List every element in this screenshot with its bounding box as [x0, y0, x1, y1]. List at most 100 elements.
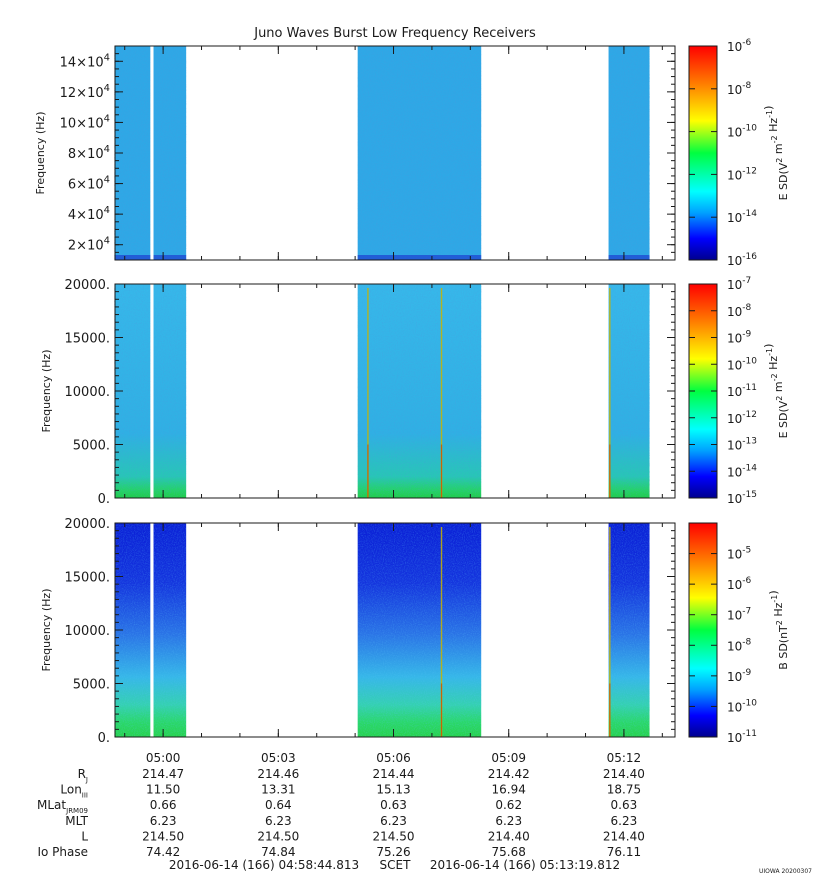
colorbar-frame: [688, 45, 718, 261]
y-tick-label: 0.: [98, 492, 110, 507]
ephemeris-value: 214.47: [142, 767, 184, 781]
spectrogram-panel-1: 2×104 4×104 6×104 8×104 10×104 12×104 14×104 Fr…: [34, 38, 790, 268]
colorbar-tick-label: 10-14: [727, 463, 757, 479]
ephemeris-value: 6.23: [150, 814, 177, 828]
ephemeris-label: Io Phase: [37, 845, 88, 859]
ephemeris-value: 214.50: [373, 829, 415, 843]
spectrogram-panel-3: 0. 5000. 10000. 15000. 20000. Frequency (Hz) 1…: [40, 517, 790, 746]
data-noise: [357, 523, 482, 737]
low-edge-band: [153, 255, 187, 260]
colorbar-tick-label: 10-11: [727, 383, 757, 399]
colorbar-tick-label: 10-10: [727, 356, 757, 372]
ephemeris-value: 75.68: [492, 845, 526, 859]
ephemeris-value: 214.40: [603, 829, 645, 843]
footer-scet-label: SCET: [380, 858, 412, 872]
x-tick-label: 05:09: [491, 751, 526, 765]
data-noise: [608, 523, 650, 737]
colorbar-tick-label: 10-10: [727, 698, 757, 714]
ephemeris-value: 13.31: [261, 783, 295, 797]
ephemeris-value: 11.50: [146, 783, 180, 797]
ephemeris-value: 74.84: [261, 845, 295, 859]
ephemeris-value: 0.66: [150, 798, 177, 812]
ephemeris-value: 6.23: [265, 814, 292, 828]
x-tick-label: 05:00: [146, 751, 181, 765]
y-tick-label: 6×104: [68, 175, 110, 193]
ephemeris-value: 75.26: [376, 845, 410, 859]
x-tick-label: 05:06: [376, 751, 411, 765]
ephemeris-value: 16.94: [492, 783, 526, 797]
colorbar: [689, 46, 717, 260]
y-tick-label: 10000.: [65, 385, 111, 400]
colorbar-tick-label: 10-5: [727, 546, 751, 562]
ephemeris-value: 214.50: [257, 829, 299, 843]
y-tick-label: 2×104: [68, 236, 110, 254]
data-noise: [608, 284, 650, 498]
y-tick-label: 4×104: [68, 205, 110, 223]
colorbar-tick-label: 10-10: [727, 124, 757, 140]
ephemeris-label: MLT: [65, 814, 88, 828]
colorbar-tick-label: 10-9: [727, 330, 752, 346]
footer-end-time: 2016-06-14 (166) 05:13:19.812: [430, 858, 620, 872]
data-noise: [153, 284, 187, 498]
colorbar-tick-label: 10-13: [727, 437, 757, 453]
low-edge-band: [114, 255, 151, 260]
colorbar-tick-label: 10-9: [727, 668, 752, 684]
colorbar-tick-label: 10-6: [727, 576, 752, 592]
y-tick-label: 8×104: [68, 144, 110, 162]
ephemeris-value: 6.23: [380, 814, 407, 828]
colorbar-tick-label: 10-12: [727, 166, 757, 182]
colorbar-label: B SD(nT2 Hz-1): [767, 590, 790, 669]
colorbar-tick-label: 10-14: [727, 209, 757, 225]
colorbar: [689, 523, 717, 737]
y-tick-label: 12×104: [60, 83, 110, 101]
footer-credit: UIOWA 20200307: [759, 868, 812, 875]
colorbar-tick-label: 10-12: [727, 410, 757, 426]
y-tick-label: 15000.: [65, 332, 111, 347]
spectrogram-panel-2: 0. 5000. 10000. 15000. 20000. Frequency (Hz) 1…: [40, 276, 790, 507]
y-axis-label: Frequency (Hz): [40, 589, 53, 672]
figure-title: Juno Waves Burst Low Frequency Receivers: [253, 26, 536, 41]
colorbar-tick-label: 10-6: [727, 38, 752, 54]
colorbar-tick-label: 10-7: [727, 276, 751, 292]
ephemeris-value: 18.75: [607, 783, 641, 797]
data-noise: [153, 46, 187, 260]
ephemeris-value: 0.63: [380, 798, 407, 812]
colorbar-tick-label: 10-16: [727, 252, 757, 268]
ephemeris-value: 76.11: [607, 845, 641, 859]
y-tick-label: 14×104: [60, 52, 110, 70]
x-tick-label: 05:03: [261, 751, 296, 765]
y-axis-label: Frequency (Hz): [34, 112, 47, 195]
data-noise: [357, 284, 482, 498]
colorbar-label: E SD(V2 m-2 Hz-1): [762, 344, 790, 439]
ephemeris-value: 0.63: [611, 798, 638, 812]
ephemeris-label: LonIII: [60, 783, 88, 800]
y-tick-label: 0.: [98, 731, 110, 746]
y-tick-label: 10000.: [65, 624, 111, 639]
ephemeris-value: 74.42: [146, 845, 180, 859]
ephemeris-value: 214.50: [142, 829, 184, 843]
ephemeris-value: 214.46: [257, 767, 299, 781]
ephemeris-value: 0.64: [265, 798, 292, 812]
y-tick-label: 5000.: [73, 678, 110, 693]
ephemeris-label: L: [81, 829, 88, 843]
ephemeris-value: 214.40: [488, 829, 530, 843]
y-tick-label: 20000.: [65, 278, 111, 293]
x-tick-label: 05:12: [607, 751, 642, 765]
colorbar-label: E SD(V2 m-2 Hz-1): [762, 106, 790, 201]
colorbar-tick-label: 10-15: [727, 490, 757, 506]
colorbar-tick-label: 10-8: [727, 637, 752, 653]
data-noise: [608, 46, 650, 260]
colorbar-frame: [688, 522, 718, 738]
low-edge-band: [357, 255, 482, 260]
data-noise: [153, 523, 187, 737]
colorbar-tick-label: 10-8: [727, 81, 752, 97]
y-tick-label: 5000.: [73, 439, 110, 454]
ephemeris-value: 6.23: [495, 814, 522, 828]
ephemeris-value: 0.62: [495, 798, 522, 812]
colorbar-tick-label: 10-7: [727, 607, 751, 623]
y-tick-label: 20000.: [65, 517, 111, 532]
ephemeris-label: RJ: [78, 767, 88, 784]
y-axis-label: Frequency (Hz): [40, 350, 53, 433]
ephemeris-value: 214.42: [488, 767, 530, 781]
